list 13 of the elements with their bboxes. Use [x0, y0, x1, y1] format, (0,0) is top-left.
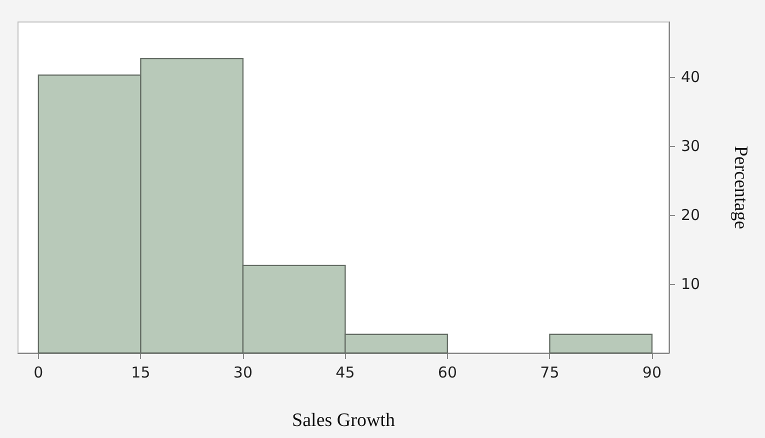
- x-tick-label: 0: [34, 364, 44, 382]
- y-tick-label: 40: [681, 68, 700, 86]
- x-tick-label: 75: [540, 364, 560, 382]
- y-tick-label: 10: [681, 275, 700, 294]
- x-tick-label: 30: [233, 364, 252, 382]
- y-tick-label: 30: [681, 137, 700, 156]
- y-tick-label: 20: [681, 206, 700, 224]
- x-tick-label: 45: [336, 364, 355, 382]
- x-axis-title: Sales Growth: [292, 410, 396, 431]
- x-tick-label: 60: [438, 364, 457, 382]
- x-tick-label: 15: [131, 364, 150, 382]
- y-axis-title: Percentage: [730, 146, 751, 230]
- x-tick-label: 90: [642, 364, 662, 382]
